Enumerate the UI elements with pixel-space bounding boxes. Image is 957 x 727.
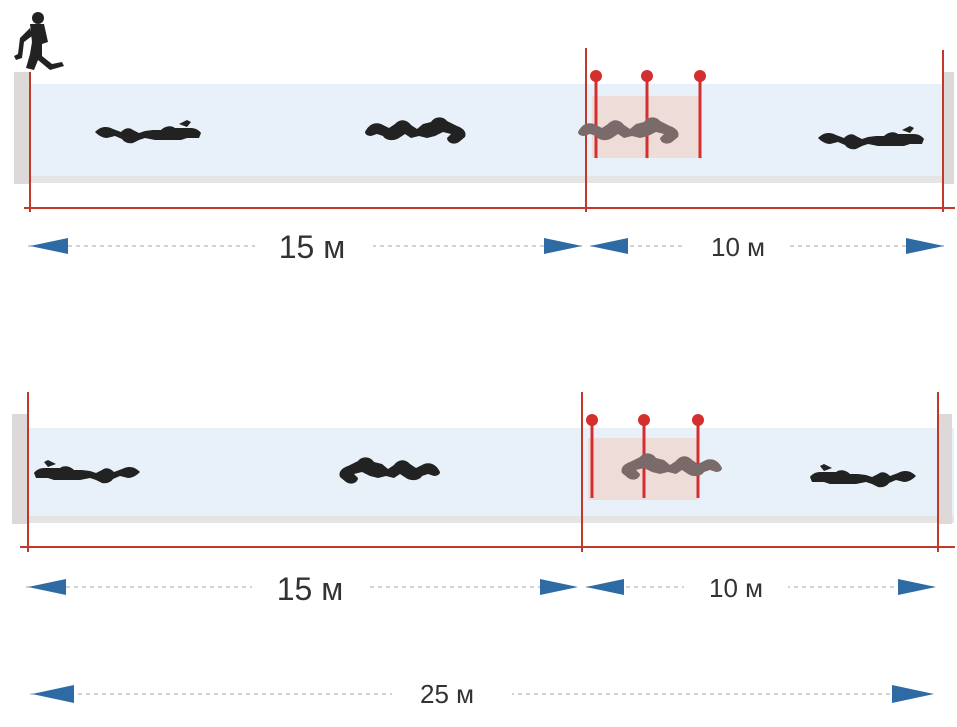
total-label: 25 м bbox=[420, 679, 474, 709]
marker-pole bbox=[692, 414, 704, 498]
diagram-top: 15 м 10 м bbox=[14, 12, 955, 266]
segment-label: 10 м bbox=[709, 573, 763, 603]
pool-bottom bbox=[14, 176, 954, 183]
marker-pole bbox=[694, 70, 706, 158]
marker-pole bbox=[641, 70, 653, 158]
segment-label: 15 м bbox=[279, 229, 345, 265]
diagram-bottom: 15 м 10 м 25 м bbox=[12, 392, 955, 715]
dimension-15m-top: 15 м bbox=[28, 226, 582, 266]
dimension-10m-bottom: 10 м bbox=[586, 567, 936, 607]
marker-pole bbox=[590, 70, 602, 158]
pool-water bbox=[12, 428, 954, 522]
pool-wall-left bbox=[12, 414, 28, 524]
pool-wall-right bbox=[938, 414, 952, 524]
segment-label: 15 м bbox=[277, 571, 343, 607]
dimension-10m-top: 10 м bbox=[590, 226, 944, 266]
marker-pole bbox=[586, 414, 598, 498]
pool-wall-right bbox=[942, 72, 954, 184]
dimension-total-25m: 25 м bbox=[30, 675, 934, 715]
dimension-15m-bottom: 15 м bbox=[26, 567, 578, 607]
pool-wall-left bbox=[14, 72, 30, 184]
pool-bottom bbox=[12, 516, 954, 523]
standing-diver-icon bbox=[14, 12, 64, 70]
segment-label: 10 м bbox=[711, 232, 765, 262]
